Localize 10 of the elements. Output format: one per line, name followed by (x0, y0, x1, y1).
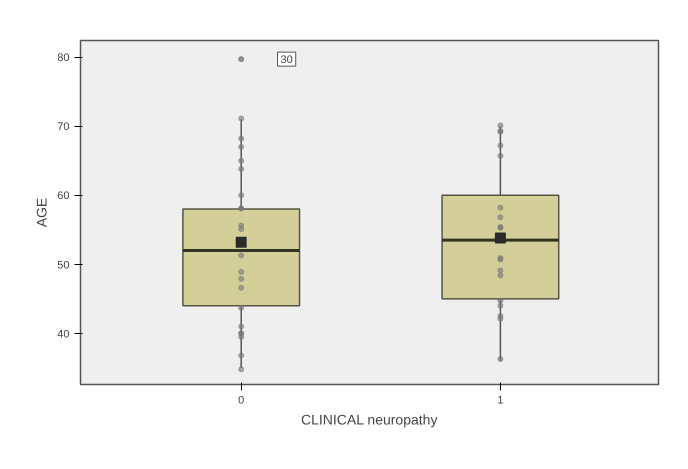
y-tick-label: 60 (57, 190, 70, 202)
y-axis-title: AGE (33, 198, 50, 228)
x-axis-title: CLINICAL neuropathy (301, 412, 438, 428)
y-tick-label: 70 (57, 121, 70, 134)
y-tick-label: 80 (57, 52, 70, 64)
x-tick-label: 0 (238, 394, 244, 406)
y-tick-label: 50 (57, 259, 70, 272)
annotation: 30 (280, 54, 293, 66)
x-tick-label: 1 (497, 394, 504, 406)
y-tick-label: 40 (57, 328, 70, 340)
